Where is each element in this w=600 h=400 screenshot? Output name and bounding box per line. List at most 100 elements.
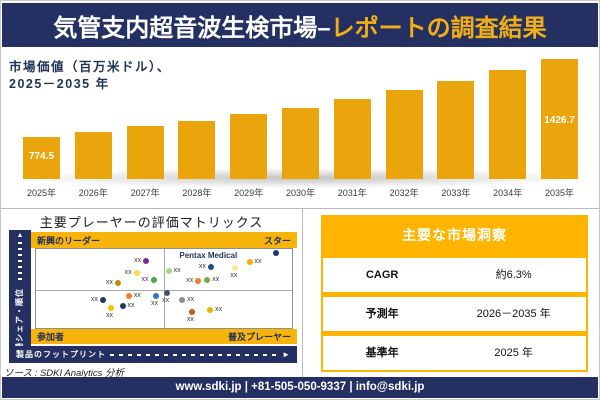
scatter-point-label: xx <box>173 267 181 275</box>
insights-table-title: 主要な市場洞察 <box>323 217 586 253</box>
x-tick-label: 2026年 <box>78 188 108 198</box>
bar-value-label: 1426.7 <box>544 115 575 126</box>
insights-row-CAGR: CAGR 約6.3% <box>323 253 586 292</box>
page-title-main: 気管支内超音波生検市場– <box>53 14 331 42</box>
x-tick-label: 2028年 <box>182 188 212 198</box>
insights-row-label: CAGR <box>365 269 399 281</box>
x-tick-label: 2030年 <box>285 188 316 198</box>
scatter-point: xx <box>106 305 114 319</box>
footer: www.sdki.jp | +81-505-050-9337 | info@sd… <box>2 377 598 398</box>
scatter-point-label: xx <box>141 276 149 284</box>
x-tick-label: 2034年 <box>493 188 523 198</box>
scatter-point: xx <box>125 292 141 300</box>
insights-row-value: 約6.3% <box>495 269 532 281</box>
scatter-point-label: xx <box>90 296 98 304</box>
scatter-point-label: xx <box>215 305 223 313</box>
page-title-accent: レポートの調査結果 <box>330 14 547 42</box>
section-divider-horizontal <box>1 208 599 209</box>
chart-subtitle-line2: 2025－2035 年 <box>9 76 110 91</box>
scatter-point: xx <box>207 306 222 313</box>
scatter-point: xx <box>199 263 214 270</box>
x-axis-dashed-line <box>110 353 279 356</box>
bar-2027年 <box>126 126 164 179</box>
insights-row-label: 予測年 <box>365 308 399 320</box>
bar-2033年 <box>437 81 475 179</box>
featured-company-label: Pentax Medical <box>179 250 238 260</box>
scatter-point-label: xx <box>162 297 170 305</box>
scatter-point-label: xx <box>230 272 238 280</box>
bar-2031年 <box>333 99 371 179</box>
quadrant-divider-vertical <box>164 249 165 328</box>
scatter-point-label: xx <box>198 262 206 270</box>
arrow-right-icon: ► <box>282 349 290 359</box>
scatter-point: xx <box>125 269 140 277</box>
scatter-point-label: xx <box>105 279 113 287</box>
quadrant-label-pervasive-players: 普及プレーヤー <box>227 332 291 342</box>
scatter-point <box>273 249 280 256</box>
quadrant-divider-horizontal <box>36 290 292 292</box>
scatter-point-label: xx <box>212 275 220 283</box>
bar-2026年 <box>74 132 112 179</box>
scatter-point: xx <box>187 309 195 323</box>
quadrant-label-participants: 参加者 <box>37 332 65 342</box>
scatter-point: xx <box>151 293 160 307</box>
bar-2034年 <box>489 70 527 179</box>
scatter-point-label: xx <box>186 316 194 324</box>
x-tick-label: 2031年 <box>337 188 367 198</box>
matrix-y-axis: ▲ 市場シェア・順位 <box>9 230 31 363</box>
quadrant-label-stars: スター <box>263 235 291 246</box>
insights-row-value: 2026－2035 年 <box>476 308 551 320</box>
scatter-point-label: xx <box>187 296 195 304</box>
x-axis-label: 製品のフットプリント <box>16 350 106 359</box>
scatter-point: xx <box>204 276 219 283</box>
scatter-point: xx <box>91 296 106 304</box>
bar-value-label: 774.5 <box>28 151 55 162</box>
scatter-point: xx <box>162 290 171 304</box>
y-axis-dashed-line <box>18 242 22 284</box>
insights-row-予測年: 予測年 2026－2035 年 <box>323 292 586 331</box>
bar-2028年 <box>178 121 216 179</box>
chart-subtitle: 市場価値（百万米ドル）、 2025－2035 年 <box>9 59 171 93</box>
bar-2035年 <box>541 59 578 179</box>
header: 気管支内超音波生検市場– レポートの調査結果 <box>2 3 598 47</box>
quadrant-label-emerging-leaders: 新興のリーダー <box>37 235 101 246</box>
scatter-point-label: xx <box>134 257 142 265</box>
y-axis-label: 市場シェア・順位 <box>15 288 24 360</box>
x-tick-label: 2027年 <box>130 188 160 198</box>
quadrant-band-bottom: 参加者 普及プレーヤー <box>31 329 297 344</box>
scatter-point-label: xx <box>151 300 159 308</box>
scatter-point: xx <box>186 277 202 284</box>
scatter-point: xx <box>106 279 121 287</box>
x-tick-label: 2025年 <box>26 188 57 198</box>
bar-2032年 <box>385 90 423 179</box>
chart-subtitle-line1: 市場価値（百万米ドル）、 <box>9 60 171 74</box>
matrix-panel: 主要プレーヤーの評価マトリックス ▲ 市場シェア・順位 新興のリーダー スター … <box>1 208 302 379</box>
scatter-point-label: xx <box>127 302 135 310</box>
insights-row-value: 2025 年 <box>494 347 533 359</box>
x-tick-label: 2032年 <box>389 188 419 198</box>
insights-table: 主要な市場洞察 CAGR 約6.3% 予測年 2026－2035 年基準年 2025 年 <box>321 215 588 372</box>
arrow-up-icon: ▲ <box>16 232 24 239</box>
bar-2025年 <box>23 137 60 179</box>
scatter-point: xx <box>142 276 157 284</box>
matrix-title: 主要プレーヤーの評価マトリックス <box>39 215 264 230</box>
source-note: ソース : SDKI Analytics 分析 <box>4 368 125 379</box>
scatter-point: xx <box>179 296 194 304</box>
x-tick-label: 2029年 <box>234 188 264 198</box>
x-tick-label: 2033年 <box>441 188 471 198</box>
insights-table-rows: CAGR 約6.3% 予測年 2026－2035 年基準年 2025 年 <box>323 253 586 370</box>
quadrant-band-top: 新興のリーダー スター <box>31 232 297 248</box>
scatter-point: xx <box>119 302 135 310</box>
insights-row-label: 基準年 <box>365 347 399 359</box>
bar-2029年 <box>230 114 268 179</box>
insights-row-基準年: 基準年 2025 年 <box>323 331 586 370</box>
panel-divider-vertical <box>302 208 303 379</box>
scatter-point: xx <box>165 267 181 275</box>
scatter-point-label: xx <box>254 258 262 266</box>
scatter-point: xx <box>134 257 150 265</box>
scatter-point: xx <box>246 258 262 266</box>
scatter-point-label: xx <box>186 276 194 284</box>
bar-2030年 <box>282 108 319 179</box>
scatter-point: xx <box>230 265 239 279</box>
